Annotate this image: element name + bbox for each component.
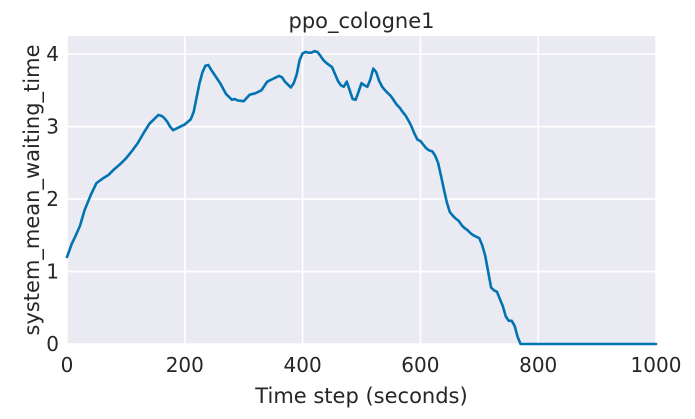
- y-tick-label: 1: [46, 260, 59, 284]
- series-layer: [65, 49, 658, 346]
- y-tick-label: 4: [46, 42, 59, 66]
- plot-background: [67, 36, 656, 344]
- x-axis-title: Time step (seconds): [254, 384, 467, 408]
- x-tick-label: 400: [284, 353, 322, 377]
- x-tick-label: 200: [166, 353, 204, 377]
- x-tick-label: 800: [519, 353, 557, 377]
- x-tick-labels: 0 200 400 600 800 1000: [61, 353, 682, 377]
- y-tick-label: 2: [46, 187, 59, 211]
- x-tick-label: 1000: [631, 353, 682, 377]
- y-tick-label: 3: [46, 115, 59, 139]
- x-tick-label: 600: [401, 353, 439, 377]
- x-tick-label: 0: [61, 353, 74, 377]
- y-tick-label: 0: [46, 332, 59, 356]
- chart-title: ppo_cologne1: [288, 9, 434, 34]
- series-line: [65, 49, 658, 346]
- y-tick-labels: 0 1 2 3 4: [46, 42, 59, 356]
- y-axis-title: system_mean_waiting_time: [20, 44, 45, 335]
